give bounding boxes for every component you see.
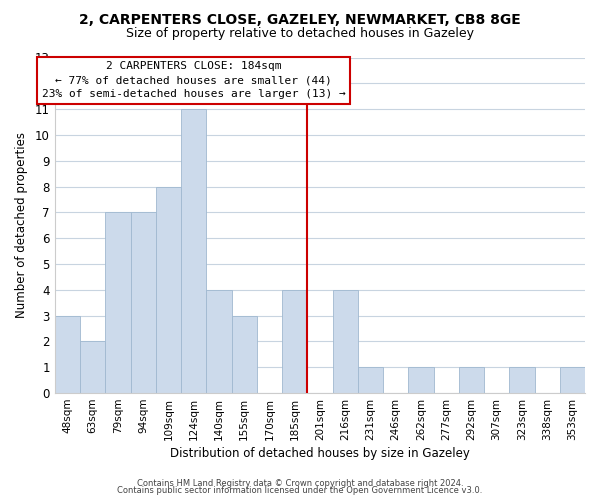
- Bar: [106, 212, 131, 393]
- Text: Contains public sector information licensed under the Open Government Licence v3: Contains public sector information licen…: [118, 486, 482, 495]
- Text: Size of property relative to detached houses in Gazeley: Size of property relative to detached ho…: [126, 28, 474, 40]
- Bar: [282, 290, 307, 393]
- Bar: [232, 316, 257, 393]
- X-axis label: Distribution of detached houses by size in Gazeley: Distribution of detached houses by size …: [170, 447, 470, 460]
- Text: Contains HM Land Registry data © Crown copyright and database right 2024.: Contains HM Land Registry data © Crown c…: [137, 478, 463, 488]
- Bar: [560, 368, 585, 393]
- Bar: [181, 109, 206, 393]
- Text: 2 CARPENTERS CLOSE: 184sqm
← 77% of detached houses are smaller (44)
23% of semi: 2 CARPENTERS CLOSE: 184sqm ← 77% of deta…: [42, 62, 346, 100]
- Bar: [80, 342, 106, 393]
- Bar: [509, 368, 535, 393]
- Y-axis label: Number of detached properties: Number of detached properties: [15, 132, 28, 318]
- Bar: [358, 368, 383, 393]
- Bar: [131, 212, 156, 393]
- Text: 2, CARPENTERS CLOSE, GAZELEY, NEWMARKET, CB8 8GE: 2, CARPENTERS CLOSE, GAZELEY, NEWMARKET,…: [79, 12, 521, 26]
- Bar: [332, 290, 358, 393]
- Bar: [55, 316, 80, 393]
- Bar: [459, 368, 484, 393]
- Bar: [408, 368, 434, 393]
- Bar: [206, 290, 232, 393]
- Bar: [156, 186, 181, 393]
